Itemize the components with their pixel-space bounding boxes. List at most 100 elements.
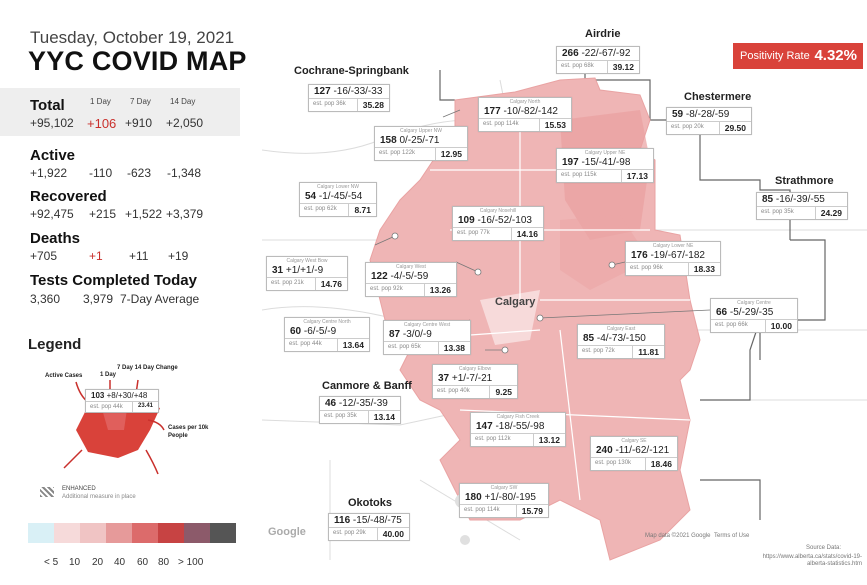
info-box-active: 180 [465, 492, 482, 503]
info-box-pop: est. pop 65k [384, 342, 439, 354]
info-box-strathmore[interactable]: 85 -16/-39/-55 est. pop 35k 24.29 [756, 192, 848, 220]
col-14day-header: 14 Day [170, 97, 196, 106]
region-label-chestermere: Chestermere [684, 91, 752, 103]
info-box-changes: -15/-48/-75 [352, 515, 402, 526]
info-box-east[interactable]: Calgary East 85 -4/-73/-150 est. pop 72k 11… [577, 324, 665, 359]
info-box-active: 87 [389, 329, 401, 340]
positivity-badge: Positivity Rate 4.32% [733, 43, 863, 69]
col-1day-header: 1 Day [90, 97, 111, 106]
info-box-changes: -18/-55/-98 [495, 421, 545, 432]
info-box-changes: 0/-25/-71 [399, 135, 440, 146]
info-box-upper-nw[interactable]: Calgary Upper NW 158 0/-25/-71 est. pop 12… [374, 126, 468, 161]
info-box-fish-creek[interactable]: Calgary Fish Creek 147 -18/-55/-98 est. po… [470, 412, 566, 447]
info-box-pop: est. pop 130k [591, 458, 646, 470]
legend-sample-rate: 23.41 [137, 403, 153, 409]
source-url[interactable]: https://www.alberta.ca/stats/covid-19-al… [762, 554, 862, 567]
info-box-pop: est. pop 112k [471, 434, 534, 446]
info-box-pop: est. pop 96k [626, 263, 689, 275]
google-logo: Google [268, 526, 306, 538]
info-box-name: Calgary Fish Creek [496, 414, 540, 420]
info-box-rate: 29.50 [724, 123, 746, 133]
info-box-active: 46 [325, 398, 337, 409]
region-boundaries [439, 70, 826, 520]
info-box-changes: +1/-7/-21 [451, 373, 493, 384]
scale-swatch [132, 523, 158, 543]
info-box-pop: est. pop 29k [329, 528, 378, 540]
info-box-pop: est. pop 36k [309, 99, 358, 111]
legend-sample-pop: est. pop 44k [86, 402, 133, 412]
info-box-active: 85 [583, 333, 595, 344]
info-box-active: 66 [716, 307, 728, 318]
legend-7-14-day: 7 Day 14 Day Change [117, 365, 178, 371]
scale-label: 80 [158, 557, 170, 568]
info-box-centre-west[interactable]: Calgary Centre West 87 -3/0/-9 est. pop 65… [383, 320, 471, 355]
info-box-north[interactable]: Calgary North 177 -10/-82/-142 est. pop 11… [478, 97, 572, 132]
info-box-pop: est. pop 35k [757, 207, 816, 219]
info-box-pop: est. pop 44k [285, 339, 338, 351]
map-data-credit: Map data ©2021 Google [645, 533, 711, 539]
info-box-changes: -16/-39/-55 [775, 194, 825, 205]
info-box-rate: 13.64 [342, 340, 364, 350]
page-title: YYC COVID MAP [28, 46, 247, 76]
info-box-centre-north[interactable]: Calgary Centre North 60 -6/-5/-9 est. pop … [284, 317, 370, 352]
scale-swatch [54, 523, 80, 543]
info-box-nosehill[interactable]: Calgary Nosehill 109 -16/-52/-103 est. pop… [452, 206, 544, 241]
tests-7day-avg: 3,979 [83, 292, 114, 306]
active-14day: -1,348 [167, 166, 202, 180]
info-box-okotoks[interactable]: 116 -15/-48/-75 est. pop 29k 40.00 [328, 513, 410, 541]
info-box-name: Calgary Upper NE [584, 150, 626, 156]
info-box-se[interactable]: Calgary SE 240 -11/-62/-121 est. pop 130k 1… [590, 436, 678, 471]
info-box-changes: -8/-28/-59 [685, 109, 730, 120]
info-box-chestermere[interactable]: 59 -8/-28/-59 est. pop 20k 29.50 [666, 107, 752, 135]
active-1day: -110 [89, 166, 113, 180]
terms-link[interactable]: Terms of Use [714, 533, 750, 539]
info-box-rate: 15.79 [521, 506, 543, 516]
info-box-name: Calgary East [606, 326, 636, 332]
info-box-rate: 12.95 [440, 149, 462, 159]
info-box-active: 54 [305, 191, 317, 202]
info-box-pop: est. pop 62k [300, 204, 350, 216]
info-box-pop: est. pop 114k [460, 505, 517, 517]
tests-value: 3,360 [30, 292, 61, 306]
info-box-sw[interactable]: Calgary SW 180 +1/-80/-195 est. pop 114k 15… [459, 483, 549, 518]
info-box-changes: -4/-5/-59 [390, 271, 429, 282]
scale-label: < 5 [44, 557, 59, 568]
scale-swatch [184, 523, 210, 543]
region-label-cochrane: Cochrane-Springbank [294, 65, 409, 77]
info-box-pop: est. pop 122k [375, 148, 436, 160]
info-box-rate: 14.16 [516, 229, 538, 239]
info-box-rate: 15.53 [544, 120, 566, 130]
info-box-centre[interactable]: Calgary Centre 66 -5/-29/-35 est. pop 66k 1… [710, 298, 798, 333]
info-box-airdrie[interactable]: 266 -22/-67/-92 est. pop 68k 39.12 [556, 46, 640, 74]
info-box-rate: 14.76 [320, 279, 342, 289]
info-box-pop: est. pop 66k [711, 320, 766, 332]
info-box-west[interactable]: Calgary West 122 -4/-5/-59 est. pop 92k 13.… [365, 262, 457, 297]
region-label-canmore: Canmore & Banff [322, 380, 412, 392]
info-box-changes: +1/-80/-195 [484, 492, 536, 503]
info-box-name: Calgary West [396, 264, 426, 270]
info-box-pop: est. pop 68k [557, 61, 608, 73]
report-date: Tuesday, October 19, 2021 [30, 28, 235, 47]
info-box-lower-nw[interactable]: Calgary Lower NW 54 -1/-45/-54 est. pop 62… [299, 182, 377, 217]
info-box-upper-ne[interactable]: Calgary Upper NE 197 -15/-41/-98 est. pop … [556, 148, 654, 183]
info-box-active: 266 [562, 48, 579, 59]
scale-swatch [80, 523, 106, 543]
info-box-rate: 17.13 [626, 171, 648, 181]
info-box-west-bow[interactable]: Calgary West Bow 31 +1/+1/-9 est. pop 21k 1… [266, 256, 348, 291]
total-1day: +106 [87, 116, 117, 131]
info-box-elbow[interactable]: Calgary Elbow 37 +1/-7/-21 est. pop 40k 9.2… [432, 364, 518, 399]
scale-swatch [28, 523, 54, 543]
info-box-name: Calgary Centre North [303, 319, 351, 325]
info-box-pop: est. pop 21k [267, 278, 316, 290]
info-box-active: 177 [484, 106, 501, 117]
info-box-active: 147 [476, 421, 493, 432]
deaths-7day: +11 [129, 249, 149, 263]
info-box-rate: 8.71 [354, 205, 371, 215]
total-value: +95,102 [30, 116, 74, 130]
legend-title: Legend [28, 336, 82, 353]
info-box-cochrane[interactable]: 127 -16/-33/-33 est. pop 36k 35.28 [308, 84, 390, 112]
info-box-canmore[interactable]: 46 -12/-35/-39 est. pop 35k 13.14 [319, 396, 401, 424]
info-box-lower-ne[interactable]: Calgary Lower NE 176 -19/-67/-182 est. pop… [625, 241, 721, 276]
info-box-active: 122 [371, 271, 388, 282]
info-box-name: Calgary Lower NW [317, 184, 359, 190]
